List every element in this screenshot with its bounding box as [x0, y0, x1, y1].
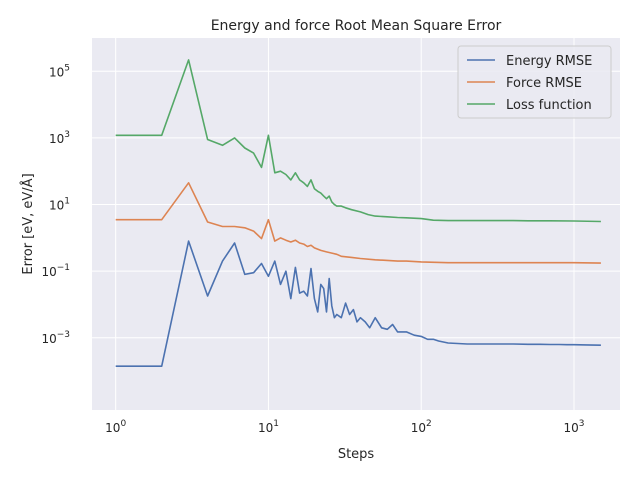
tick-base: 10 — [258, 421, 273, 435]
series-line-loss-function — [115, 59, 601, 223]
y-tick-label: 10−3 — [41, 330, 70, 346]
tick-base: 10 — [41, 265, 56, 279]
series-line-energy-rmse — [115, 240, 601, 368]
tick-base: 10 — [49, 65, 64, 79]
x-tick-label: 101 — [258, 419, 279, 435]
y-tick-label: 105 — [49, 63, 70, 79]
tick-base: 10 — [49, 132, 64, 146]
tick-exponent: −3 — [57, 330, 70, 340]
tick-exponent: 3 — [64, 130, 70, 140]
x-axis-label: Steps — [338, 447, 375, 462]
legend-label-energy-rmse: Energy RMSE — [506, 54, 592, 69]
tick-base: 10 — [564, 421, 579, 435]
legend-label-loss-function: Loss function — [506, 98, 592, 113]
tick-exponent: 0 — [120, 419, 126, 429]
series-line-force-rmse — [115, 182, 601, 264]
tick-exponent: 1 — [273, 419, 279, 429]
legend-label-force-rmse: Force RMSE — [506, 76, 582, 91]
tick-exponent: 5 — [64, 63, 70, 73]
y-tick-label: 103 — [49, 130, 70, 146]
y-tick-label: 10−1 — [41, 263, 70, 279]
tick-base: 10 — [411, 421, 426, 435]
y-tick-label: 101 — [49, 197, 70, 213]
chart-title: Energy and force Root Mean Square Error — [211, 18, 502, 34]
legend-box — [457, 45, 612, 119]
tick-base: 10 — [105, 421, 120, 435]
tick-exponent: 3 — [579, 419, 585, 429]
series-layer — [115, 59, 601, 368]
y-axis-label: Error [eV, eV/Å] — [20, 173, 36, 274]
x-tick-label: 100 — [105, 419, 126, 435]
x-tick-label: 102 — [411, 419, 432, 435]
tick-base: 10 — [49, 199, 64, 213]
legend: Energy RMSE Force RMSE Loss function — [457, 45, 612, 119]
tick-exponent: −1 — [57, 263, 70, 273]
tick-exponent: 2 — [426, 419, 432, 429]
tick-exponent: 1 — [64, 197, 70, 207]
x-tick-label: 103 — [564, 419, 585, 435]
tick-base: 10 — [41, 332, 56, 346]
